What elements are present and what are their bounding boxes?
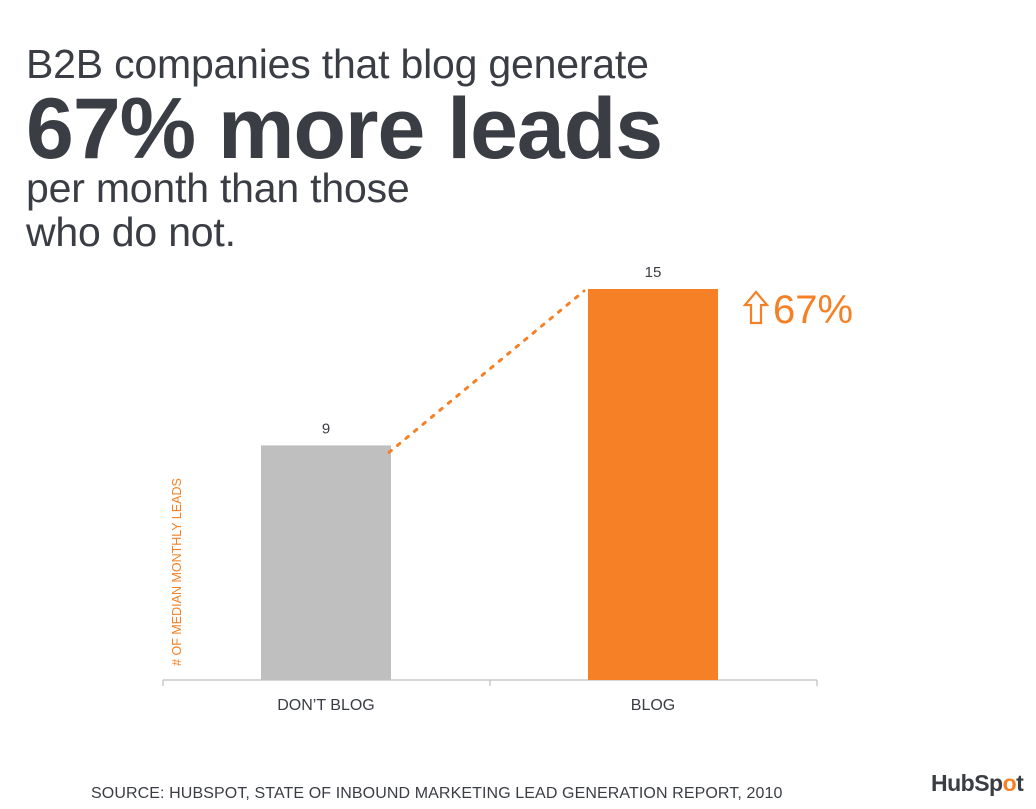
headline-line-1: B2B companies that blog generate [26, 41, 649, 87]
logo-sprocket-o: o [1002, 770, 1017, 796]
category-label-0: DON’T BLOG [277, 697, 375, 714]
dotted-connector [387, 289, 586, 454]
bar-dont-blog [261, 445, 391, 680]
source-note: SOURCE: HUBSPOT, STATE OF INBOUND MARKET… [91, 785, 783, 802]
headline: B2B companies that blog generate 67% mor… [26, 38, 663, 255]
headline-line-4: who do not. [26, 209, 236, 255]
data-label-0: 9 [322, 420, 330, 437]
data-label-1: 15 [645, 264, 662, 281]
percent-increase-annotation: 67% [773, 288, 853, 332]
bar-blog [588, 289, 718, 680]
headline-line-3: per month than those [26, 165, 410, 211]
y-axis-label: # OF MEDIAN MONTHLY LEADS [170, 478, 184, 666]
up-arrow-icon [742, 290, 770, 325]
headline-line-2: 67% more leads [26, 81, 663, 177]
hubspot-logo: HubSpot [931, 770, 1024, 796]
category-label-1: BLOG [631, 697, 675, 714]
